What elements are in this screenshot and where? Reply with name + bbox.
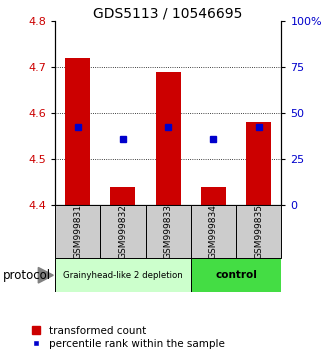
Bar: [156, 72, 180, 205]
Bar: [146, 205, 191, 258]
Bar: [191, 205, 236, 258]
Text: Grainyhead-like 2 depletion: Grainyhead-like 2 depletion: [63, 271, 183, 280]
Bar: [100, 205, 146, 258]
Title: GDS5113 / 10546695: GDS5113 / 10546695: [94, 6, 243, 20]
Text: GSM999834: GSM999834: [209, 204, 218, 259]
Bar: [201, 187, 226, 205]
Text: GSM999833: GSM999833: [164, 204, 173, 259]
Text: control: control: [215, 270, 257, 280]
Text: GSM999835: GSM999835: [254, 204, 263, 259]
Text: protocol: protocol: [3, 269, 52, 282]
Polygon shape: [38, 268, 53, 283]
Bar: [246, 122, 271, 205]
Text: GSM999832: GSM999832: [118, 204, 128, 259]
Bar: [191, 258, 281, 292]
Legend: transformed count, percentile rank within the sample: transformed count, percentile rank withi…: [32, 326, 224, 349]
Bar: [55, 258, 191, 292]
Bar: [111, 187, 135, 205]
Bar: [65, 58, 90, 205]
Bar: [236, 205, 281, 258]
Text: GSM999831: GSM999831: [73, 204, 82, 259]
Bar: [55, 205, 100, 258]
